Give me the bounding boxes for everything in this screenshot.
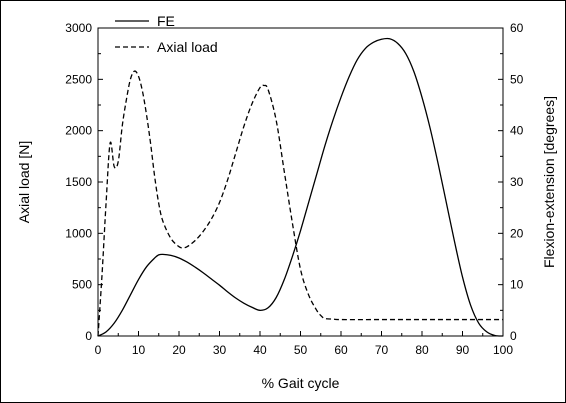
y-axis-right-title: Flexion-extension [degrees] <box>541 96 557 268</box>
series-line-axial-load <box>97 70 503 337</box>
y-axis-right: 0 10 20 30 40 50 60 <box>498 21 524 343</box>
x-tick-label: 40 <box>253 343 267 357</box>
y-right-tick-label: 20 <box>510 226 524 240</box>
x-tick-label: 0 <box>95 343 102 357</box>
x-tick-label: 60 <box>334 343 348 357</box>
x-tick-label: 80 <box>415 343 429 357</box>
y-axis-left: 0 500 1000 1500 2000 2500 3000 <box>65 21 103 343</box>
y-left-tick-label: 500 <box>72 278 92 292</box>
y-right-tick-label: 40 <box>510 124 524 138</box>
y-left-tick-label: 1500 <box>65 175 92 189</box>
series-line-fe <box>97 37 504 337</box>
y-right-tick-label: 50 <box>510 72 524 86</box>
x-axis-title: % Gait cycle <box>262 375 340 391</box>
x-tick-label: 20 <box>172 343 186 357</box>
y-axis-left-title: Axial load [N] <box>16 141 32 223</box>
x-tick-label: 90 <box>456 343 470 357</box>
x-tick-label: 10 <box>132 343 146 357</box>
y-right-tick-label: 60 <box>510 21 524 35</box>
legend: FE Axial load <box>115 13 218 55</box>
y-right-tick-label: 10 <box>510 278 524 292</box>
x-axis: 0 10 20 30 40 50 60 70 80 90 100 <box>95 331 513 357</box>
y-left-tick-label: 0 <box>85 329 92 343</box>
y-left-tick-label: 3000 <box>65 21 92 35</box>
x-tick-label: 70 <box>375 343 389 357</box>
y-left-tick-label: 1000 <box>65 226 92 240</box>
x-tick-label: 30 <box>213 343 227 357</box>
legend-label-axial-load: Axial load <box>157 39 218 55</box>
x-tick-label: 100 <box>493 343 513 357</box>
y-right-tick-label: 30 <box>510 175 524 189</box>
y-right-tick-label: 0 <box>510 329 517 343</box>
series-layer <box>97 37 504 337</box>
y-left-tick-label: 2000 <box>65 124 92 138</box>
legend-label-fe: FE <box>157 13 175 29</box>
y-left-tick-label: 2500 <box>65 72 92 86</box>
x-tick-label: 50 <box>294 343 308 357</box>
